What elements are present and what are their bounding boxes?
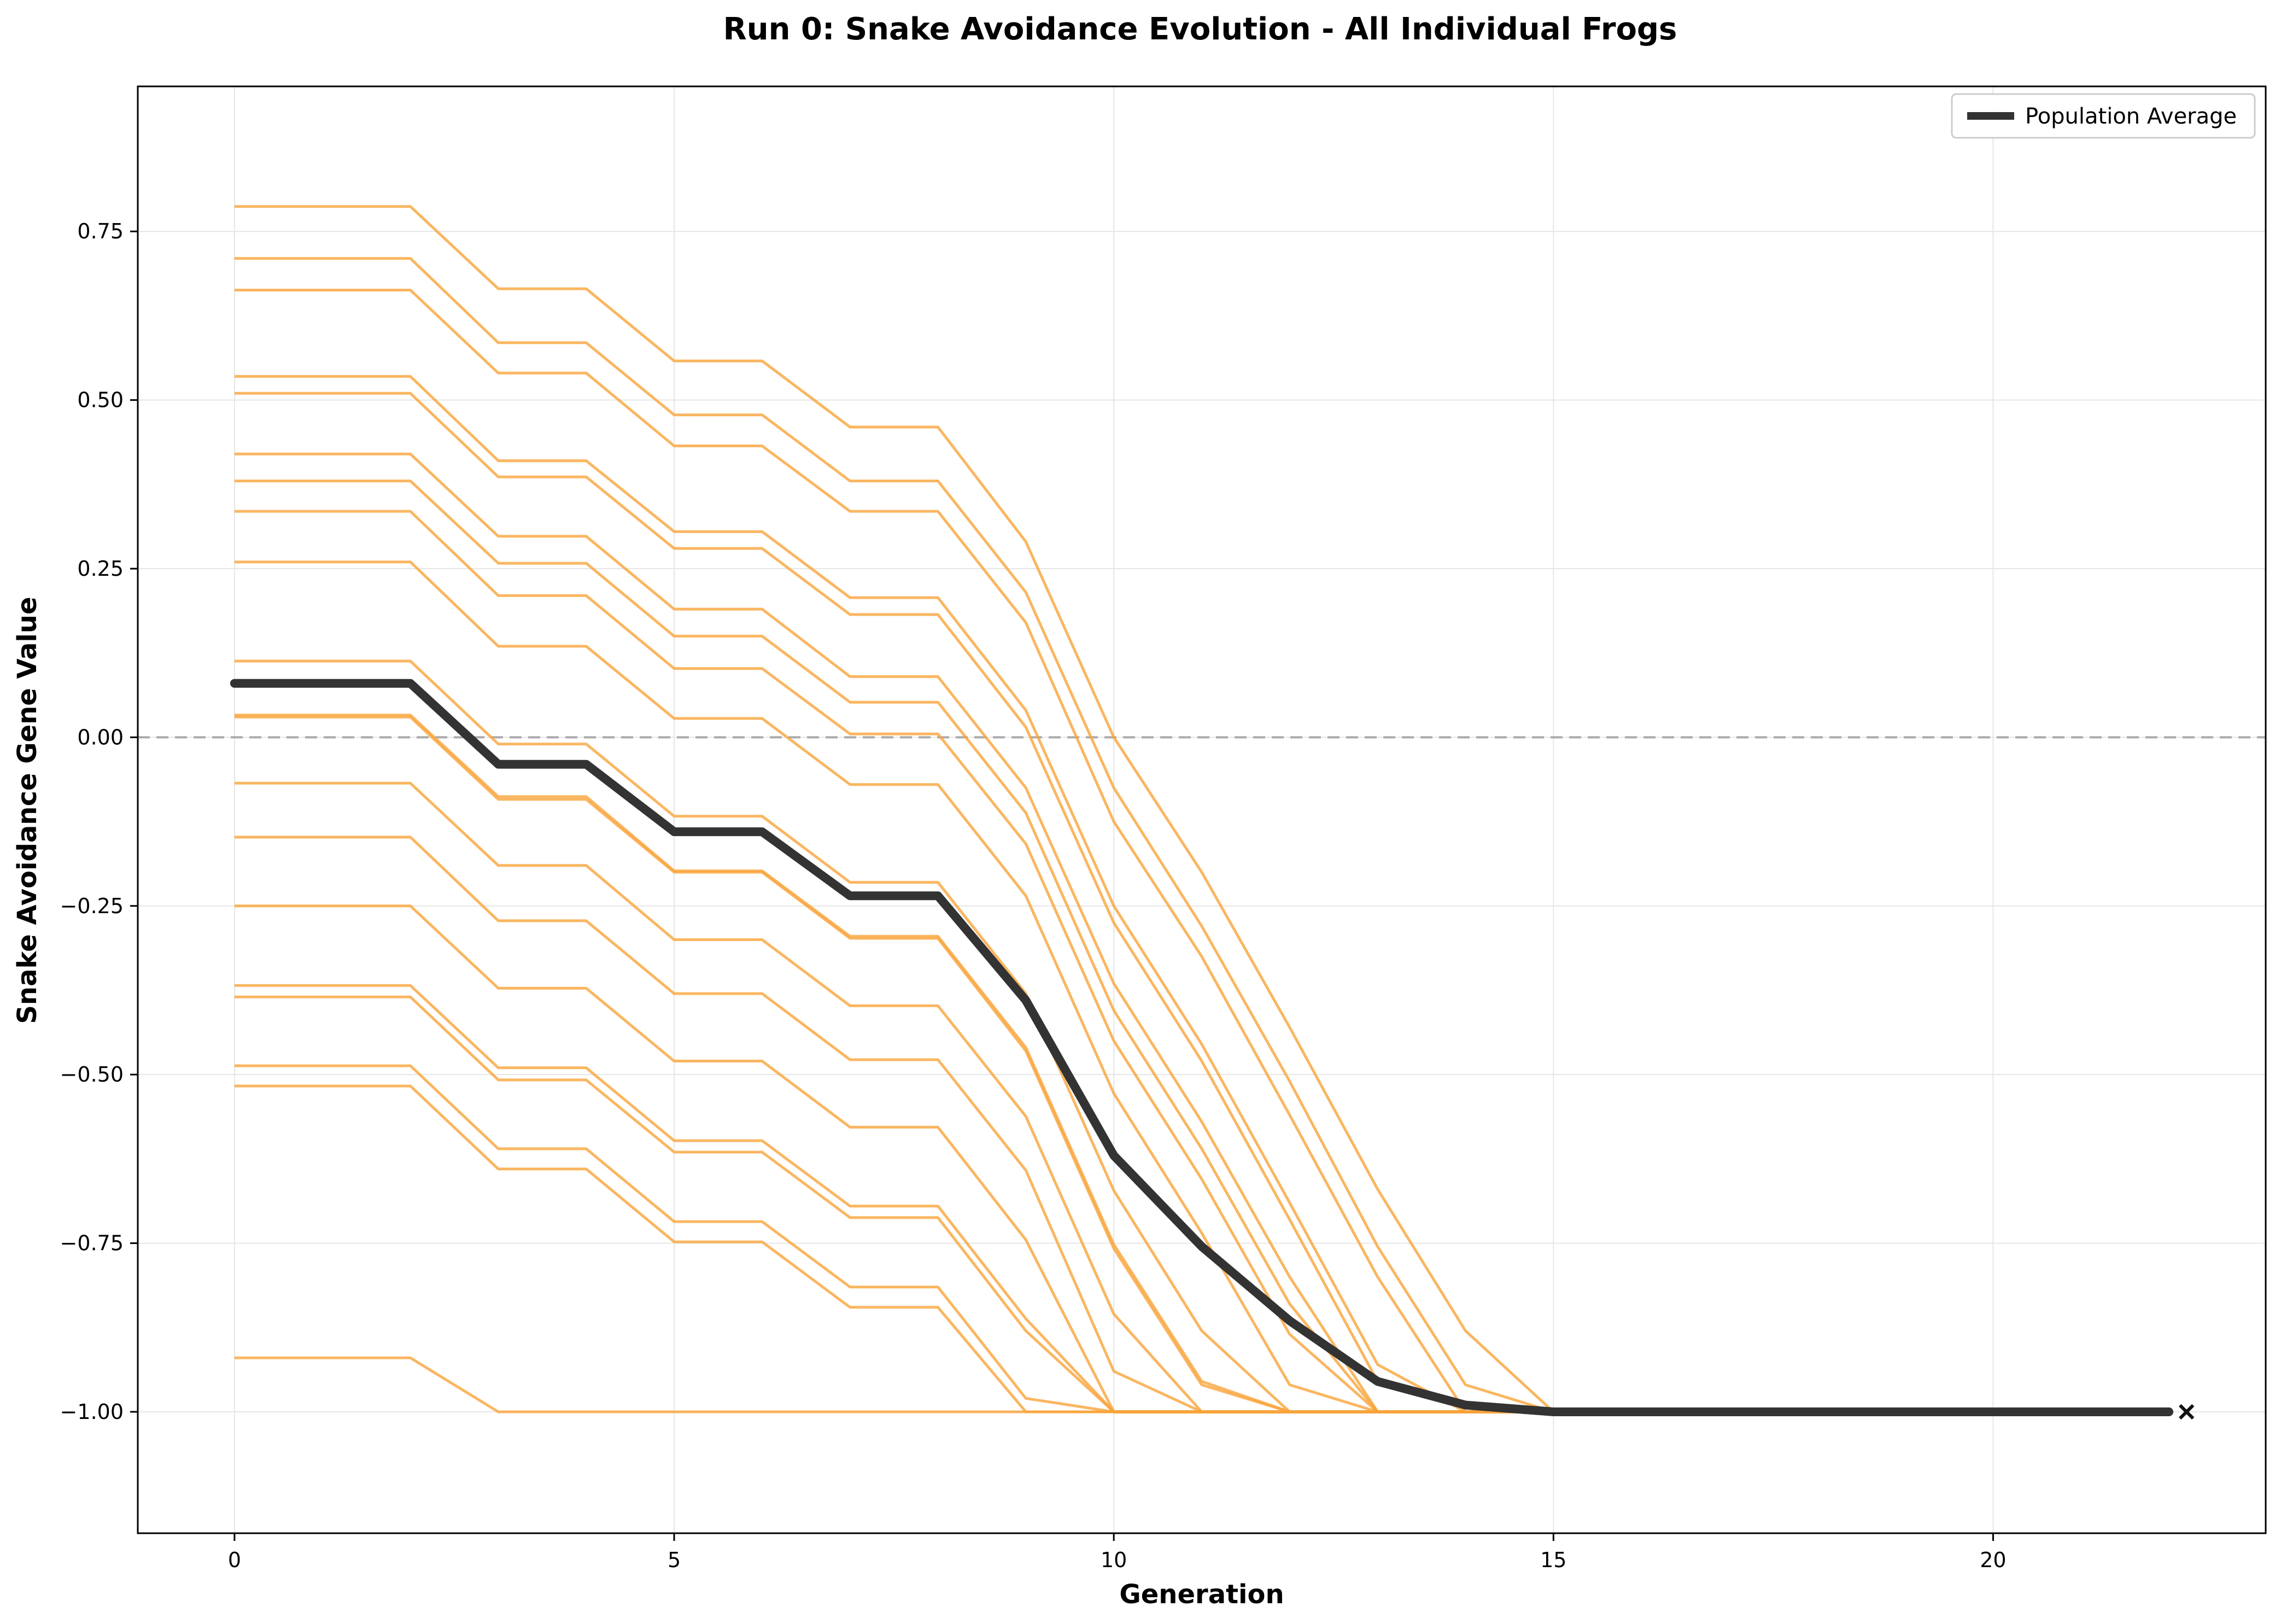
end-marker-stroke xyxy=(2179,1404,2195,1420)
individual-frog-line xyxy=(234,560,1378,1413)
individual-frog-line xyxy=(234,1064,1114,1413)
y-tick-label: −0.75 xyxy=(60,1231,124,1255)
individual-frog-line xyxy=(234,995,1115,1413)
individual-frog-line xyxy=(234,659,1291,1413)
individual-series-group xyxy=(234,205,2169,1413)
y-axis-ticks: 0.75 0.50 0.25 0.00 −0.25 −0.50 −0.75 −1.00 xyxy=(60,219,138,1424)
individual-frog-line xyxy=(234,1084,1114,1413)
y-tick-label: −0.25 xyxy=(60,894,124,918)
individual-frog-line xyxy=(234,392,1379,1382)
individual-frog-line xyxy=(234,375,1466,1413)
individual-frog-line xyxy=(234,289,1467,1413)
x-tick-label: 0 xyxy=(228,1548,241,1572)
legend-label-average: Population Average xyxy=(2025,104,2237,129)
individual-frog-line xyxy=(234,205,1554,1413)
y-tick-label: 0.25 xyxy=(77,557,124,581)
individual-frog-line xyxy=(234,904,1115,1413)
individual-frog-line xyxy=(234,452,1379,1413)
individual-frog-line xyxy=(234,1356,1114,1413)
legend-box xyxy=(1951,93,2256,139)
x-axis-label: Generation xyxy=(1119,1579,1284,1610)
average-series-group xyxy=(230,679,2174,1416)
y-tick-label: 0.50 xyxy=(77,388,124,412)
individual-frog-line xyxy=(234,781,1203,1413)
individual-frog-line xyxy=(234,257,1554,1413)
y-axis-label: Snake Avoidance Gene Value xyxy=(12,597,43,1024)
population-average-line xyxy=(230,679,2174,1416)
individual-frog-line xyxy=(234,984,1115,1413)
x-tick-label: 5 xyxy=(668,1548,681,1572)
individual-frog-line xyxy=(234,715,1290,1413)
y-tick-label: −1.00 xyxy=(60,1400,124,1424)
chart-title: Run 0: Snake Avoidance Evolution - All I… xyxy=(723,11,1677,47)
individual-frog-line xyxy=(234,836,1203,1413)
y-tick-label: −0.50 xyxy=(60,1062,124,1086)
plot-frame xyxy=(137,85,2267,1534)
y-tick-label: 0.00 xyxy=(77,725,124,749)
legend: Population Average xyxy=(1951,93,2256,139)
end-marker-group xyxy=(2179,1404,2195,1420)
x-axis-ticks: 0 5 10 15 20 xyxy=(228,1533,2007,1572)
x-tick-label: 15 xyxy=(1540,1548,1566,1572)
individual-frog-line xyxy=(234,480,1379,1413)
x-tick-label: 20 xyxy=(1980,1548,2006,1572)
y-tick-label: 0.75 xyxy=(77,219,124,243)
individual-frog-line xyxy=(234,510,1379,1413)
x-tick-label: 10 xyxy=(1101,1548,1127,1572)
